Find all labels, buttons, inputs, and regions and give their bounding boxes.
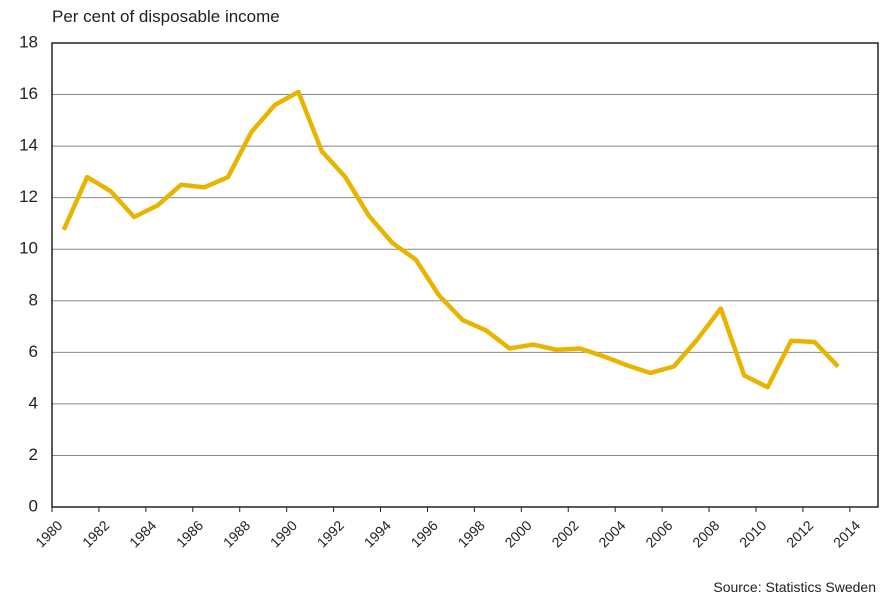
x-tick-label: 2014 [830,517,863,550]
y-tick-label: 12 [19,187,38,206]
x-tick-label: 2000 [501,517,534,550]
x-tick-label: 2002 [548,517,581,550]
y-tick-label: 10 [19,239,38,258]
x-tick-label: 2006 [642,517,675,550]
plot-frame [51,42,879,508]
y-tick-label: 16 [19,84,38,103]
y-tick-label: 18 [19,32,38,51]
data-line [61,89,840,390]
x-tick-label: 2012 [783,517,816,550]
x-tick-label: 2010 [736,517,769,550]
x-tick-label: 2008 [689,517,722,550]
x-tick-label: 1980 [32,517,65,550]
y-tick-label: 8 [29,290,38,309]
x-tick-label: 1982 [79,517,112,550]
y-tick-label: 0 [29,496,38,515]
y-tick-label: 4 [29,393,38,412]
x-tick-label: 1998 [455,517,488,550]
x-tick-label: 1990 [267,517,300,550]
x-tick-label: 2004 [595,517,628,550]
y-tick-label: 6 [29,342,38,361]
x-tick-label: 1984 [126,517,159,550]
y-tick-label: 2 [29,445,38,464]
x-tick-label: 1994 [361,517,394,550]
x-tick-label: 1996 [408,517,441,550]
source-note: Source: Statistics Sweden [713,579,876,595]
y-axis-label: Per cent of disposable income [52,7,280,26]
x-tick-label: 1992 [314,517,347,550]
x-tick-label: 1986 [173,517,206,550]
x-tick-label: 1988 [220,517,253,550]
y-tick-label: 14 [19,136,38,155]
